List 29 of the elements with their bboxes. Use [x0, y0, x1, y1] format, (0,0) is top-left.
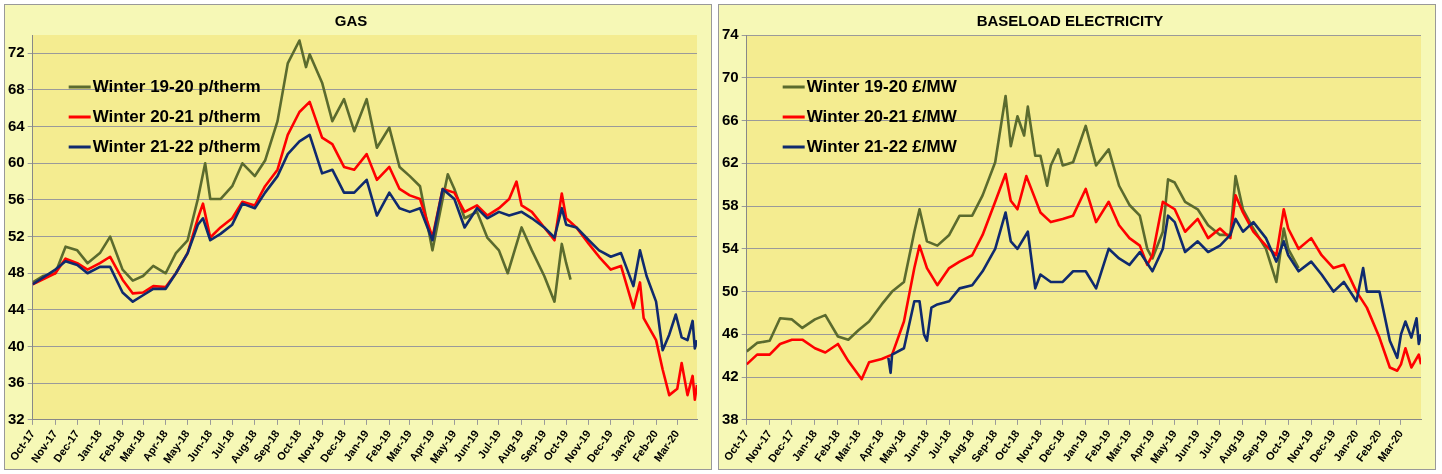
- y-tick-label: 68: [8, 80, 25, 98]
- y-tick-label: 60: [8, 153, 25, 171]
- y-tick-label: 66: [722, 110, 739, 128]
- y-tick-label: 32: [8, 410, 25, 428]
- y-tick-label: 74: [722, 25, 740, 43]
- y-tick-label: 44: [8, 300, 26, 318]
- y-tick-label: 36: [8, 373, 25, 391]
- y-tick-label: 70: [722, 67, 739, 85]
- y-tick-label: 48: [8, 263, 25, 281]
- y-tick-label: 42: [722, 367, 739, 385]
- chart-title: BASELOAD ELECTRICITY: [976, 12, 1164, 30]
- legend-label: Winter 20-21 £/MW: [806, 106, 958, 126]
- legend-label: Winter 19-20 p/therm: [92, 76, 261, 96]
- legend-label: Winter 19-20 £/MW: [806, 76, 958, 96]
- y-tick-label: 64: [8, 116, 26, 134]
- chart-title: GAS: [334, 12, 368, 30]
- y-tick-label: 62: [722, 153, 739, 171]
- y-tick-label: 58: [722, 196, 739, 214]
- y-tick-label: 46: [722, 324, 739, 342]
- y-tick-label: 38: [722, 410, 739, 428]
- y-tick-label: 50: [722, 281, 739, 299]
- y-tick-label: 56: [8, 190, 25, 208]
- y-tick-label: 72: [8, 43, 25, 61]
- y-tick-label: 40: [8, 336, 25, 354]
- legend-label: Winter 21-22 £/MW: [806, 136, 958, 156]
- y-tick-label: 52: [8, 226, 25, 244]
- legend-label: Winter 21-22 p/therm: [92, 136, 261, 156]
- legend-label: Winter 20-21 p/therm: [92, 106, 261, 126]
- y-tick-label: 54: [722, 238, 740, 256]
